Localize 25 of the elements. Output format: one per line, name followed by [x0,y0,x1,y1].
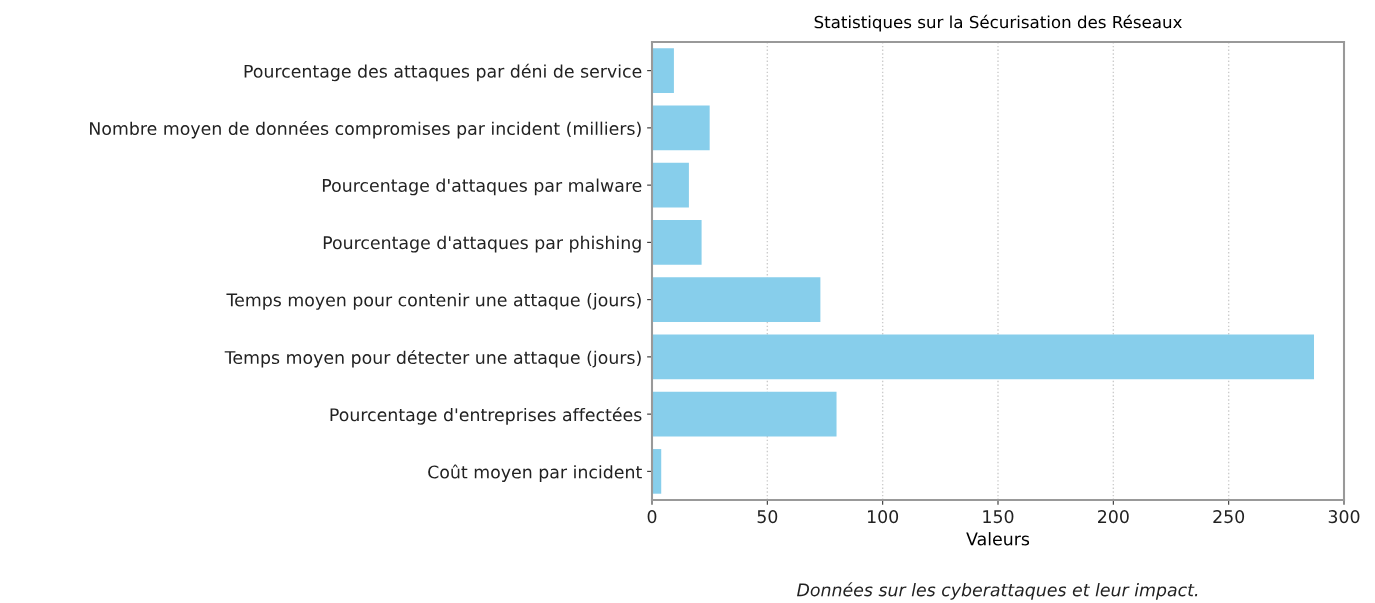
y-tick-label: Nombre moyen de données compromises par incident (milliers) [90,120,641,139]
bar [652,277,821,322]
x-tick-label: 0 [647,510,657,524]
y-tick-label: Temps moyen pour contenir une attaque (jours) [226,293,641,310]
y-tick-label: Pourcentage d'attaques par malware [322,178,642,196]
bar [652,334,1315,380]
x-tick-label: 200 [1098,510,1129,524]
bar [652,220,702,265]
x-tick-label: 250 [1213,510,1245,524]
x-tick-label: 300 [1328,510,1360,524]
x-tick-label: 100 [868,510,899,524]
bar [652,48,674,93]
y-tick-label: Temps moyen pour détecter une attaque (jours) [224,349,641,368]
chart-title: Statistiques sur la Sécurisation des Réseaux [814,14,1182,32]
text: Données sur les cyberattaques et leur impact. [796,582,1198,600]
y-tick-label: Pourcentage d'entreprises affectées [330,407,642,425]
y-tick-label: Coût moyen par incident [428,464,642,482]
bar [652,162,689,208]
bar [652,391,837,437]
y-tick-label: Pourcentage d'attaques par phishing [323,235,641,253]
x-tick-label: 50 [757,510,778,524]
bar [652,105,710,151]
y-tick-label: Pourcentage des attaques par déni de service [244,63,642,82]
x-tick-label: 150 [983,510,1014,524]
x-axis-title: Valeurs [966,532,1030,546]
